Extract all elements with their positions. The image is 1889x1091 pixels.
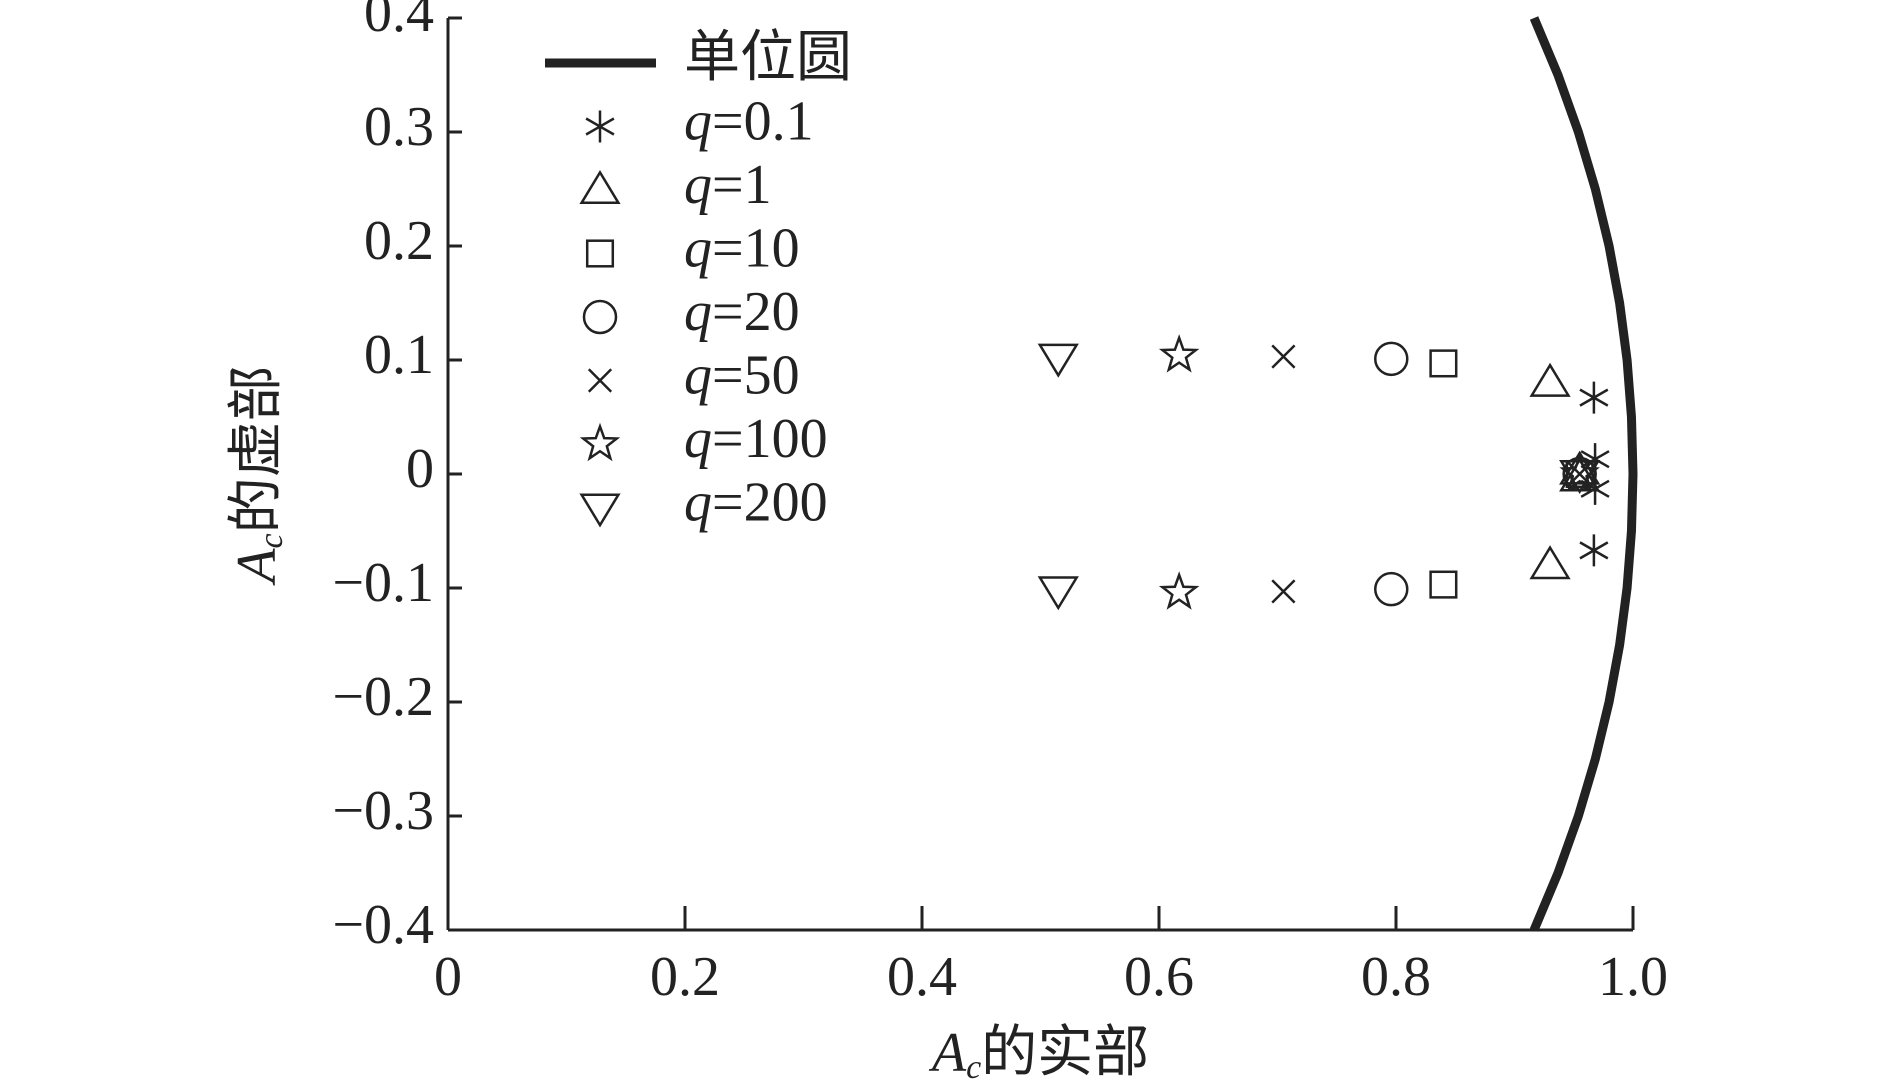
legend-marker	[585, 239, 615, 268]
label-part: =20	[712, 281, 800, 343]
y-tick-label: −0.2	[332, 666, 434, 728]
point	[1037, 576, 1079, 611]
x-tick-label: 0.8	[1361, 946, 1431, 1008]
label-part: =200	[712, 471, 828, 533]
y-axis-label: Ac的虚部	[226, 365, 290, 586]
x-tick-label: 0	[434, 946, 462, 1008]
point	[1271, 344, 1296, 369]
label-part: q	[684, 408, 712, 470]
legend-label: q=100	[684, 408, 828, 470]
label-part: q	[684, 217, 712, 279]
point	[1559, 459, 1601, 495]
legend-label: q=50	[684, 344, 800, 406]
label-part: q	[684, 281, 712, 343]
y-tick-label: 0.4	[364, 0, 434, 44]
label-part: q	[684, 154, 712, 216]
point	[1158, 571, 1200, 610]
label-part: A	[226, 548, 288, 587]
x-tick-label: 0.4	[887, 946, 957, 1008]
legend-label: q=200	[684, 471, 828, 533]
legend-marker	[579, 169, 621, 205]
unit-circle	[1529, 16, 1638, 932]
legend-marker	[587, 368, 613, 393]
label-part: =0.1	[712, 90, 814, 152]
legend-label: q=20	[684, 281, 800, 343]
label-part: c	[253, 533, 290, 548]
label-part: =100	[712, 408, 828, 470]
point	[1037, 343, 1079, 378]
label-part: 的实部	[981, 1022, 1149, 1084]
label-part: =1	[712, 154, 772, 216]
point	[1529, 362, 1571, 397]
y-tick-label: 0	[406, 438, 434, 500]
label-part: A	[928, 1022, 967, 1084]
point	[1429, 349, 1458, 378]
legend-marker	[585, 110, 615, 143]
legend-label: q=1	[684, 154, 772, 216]
legend-marker	[579, 422, 621, 462]
label-part: =10	[712, 217, 800, 279]
x-tick-label: 0.2	[650, 946, 720, 1008]
point	[1579, 534, 1609, 567]
x-axis-label: Ac的实部	[928, 1022, 1149, 1086]
point	[1429, 570, 1458, 599]
y-tick-label: −0.3	[332, 780, 434, 842]
y-tick-label: 0.3	[364, 96, 434, 158]
point	[1374, 571, 1409, 607]
y-tick-label: −0.1	[332, 552, 434, 614]
legend-label: q=10	[684, 217, 800, 279]
point	[1158, 334, 1200, 373]
label-part: q	[684, 90, 712, 152]
point	[1529, 545, 1571, 580]
label-part: q	[684, 344, 712, 406]
label-part: 的虚部	[226, 365, 288, 533]
x-tick-label: 1.0	[1598, 946, 1668, 1008]
legend-label: q=0.1	[684, 90, 814, 152]
point	[1374, 341, 1409, 377]
point	[1271, 579, 1296, 604]
label-part: c	[966, 1049, 981, 1086]
y-tick-label: 0.2	[364, 210, 434, 272]
legend-label: 单位圆	[684, 27, 852, 89]
point	[1579, 381, 1609, 414]
label-part: =50	[712, 344, 800, 406]
y-tick-label: 0.1	[364, 324, 434, 386]
y-tick-label: −0.4	[332, 894, 434, 956]
legend-marker	[582, 299, 618, 335]
legend-marker	[579, 493, 621, 528]
label-part: q	[684, 471, 712, 533]
x-tick-label: 0.6	[1124, 946, 1194, 1008]
